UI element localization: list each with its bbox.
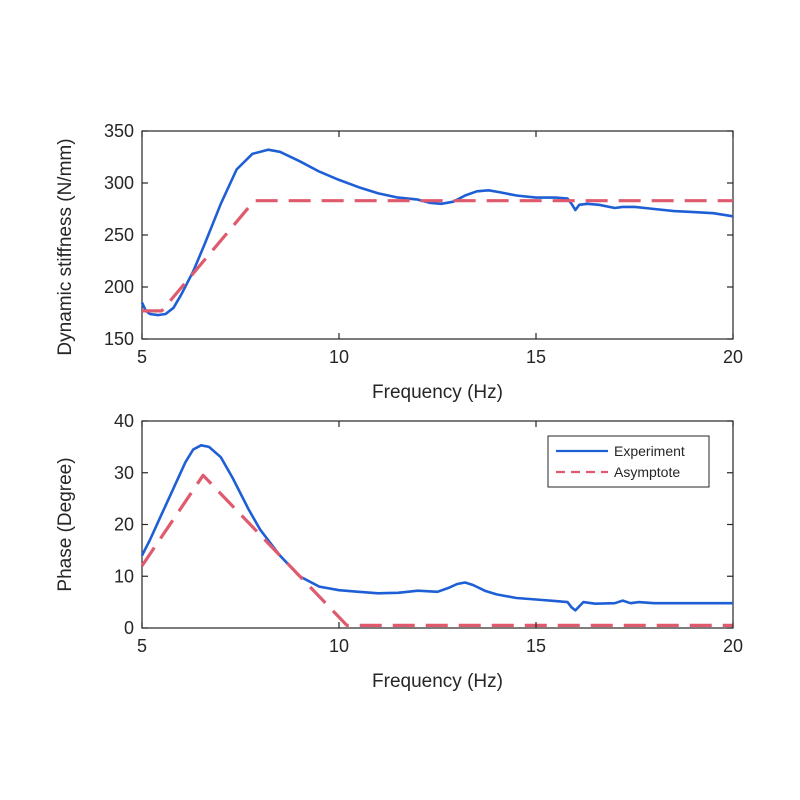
stiffness-y-axis-label: Dynamic stiffness (N/mm)	[55, 138, 76, 355]
phase-y-axis-label: Phase (Degree)	[55, 457, 76, 591]
x-tick-label: 15	[526, 347, 546, 367]
legend-label-experiment: Experiment	[614, 443, 685, 459]
y-tick-label: 0	[124, 618, 134, 638]
x-tick-label: 20	[723, 636, 743, 656]
y-tick-label: 10	[114, 566, 134, 586]
x-tick-label: 20	[723, 347, 743, 367]
legend-label-asymptote: Asymptote	[614, 464, 680, 480]
phase-legend: Experiment Asymptote	[547, 435, 710, 488]
stiffness-x-axis-label: Frequency (Hz)	[372, 382, 503, 403]
phase-plot: 5 10 15 20 0 10 20 30 40 Frequency (Hz) Phase (D…	[55, 411, 743, 692]
y-tick-label: 300	[104, 173, 134, 193]
series-line-asymptote	[140, 473, 733, 628]
x-tick-label: 5	[137, 347, 147, 367]
x-tick-label: 5	[137, 636, 147, 656]
y-tick-label: 350	[104, 121, 134, 141]
y-tick-label: 150	[104, 329, 134, 349]
phase-plot-series	[140, 443, 733, 628]
phase-plot-ticks: 5 10 15 20 0 10 20 30 40	[114, 411, 743, 656]
legend-box	[547, 435, 710, 488]
x-tick-label: 10	[329, 636, 349, 656]
y-tick-label: 20	[114, 515, 134, 535]
series-line-experiment	[140, 148, 734, 317]
x-tick-label: 10	[329, 347, 349, 367]
phase-x-axis-label: Frequency (Hz)	[372, 671, 503, 692]
y-tick-label: 250	[104, 225, 134, 245]
series-line-asymptote	[142, 199, 733, 313]
stiffness-plot-ticks: 5 10 15 20 150 200 250 300 350	[104, 121, 743, 367]
y-tick-label: 40	[114, 411, 134, 431]
y-tick-label: 30	[114, 463, 134, 483]
x-tick-label: 15	[526, 636, 546, 656]
stiffness-plot-frame	[141, 130, 734, 340]
series-line-experiment	[140, 443, 733, 612]
y-tick-label: 200	[104, 277, 134, 297]
stiffness-plot: 5 10 15 20 150 200 250 300 350 Frequency (Hz) Dy…	[55, 121, 743, 403]
stiffness-plot-series	[140, 148, 734, 317]
